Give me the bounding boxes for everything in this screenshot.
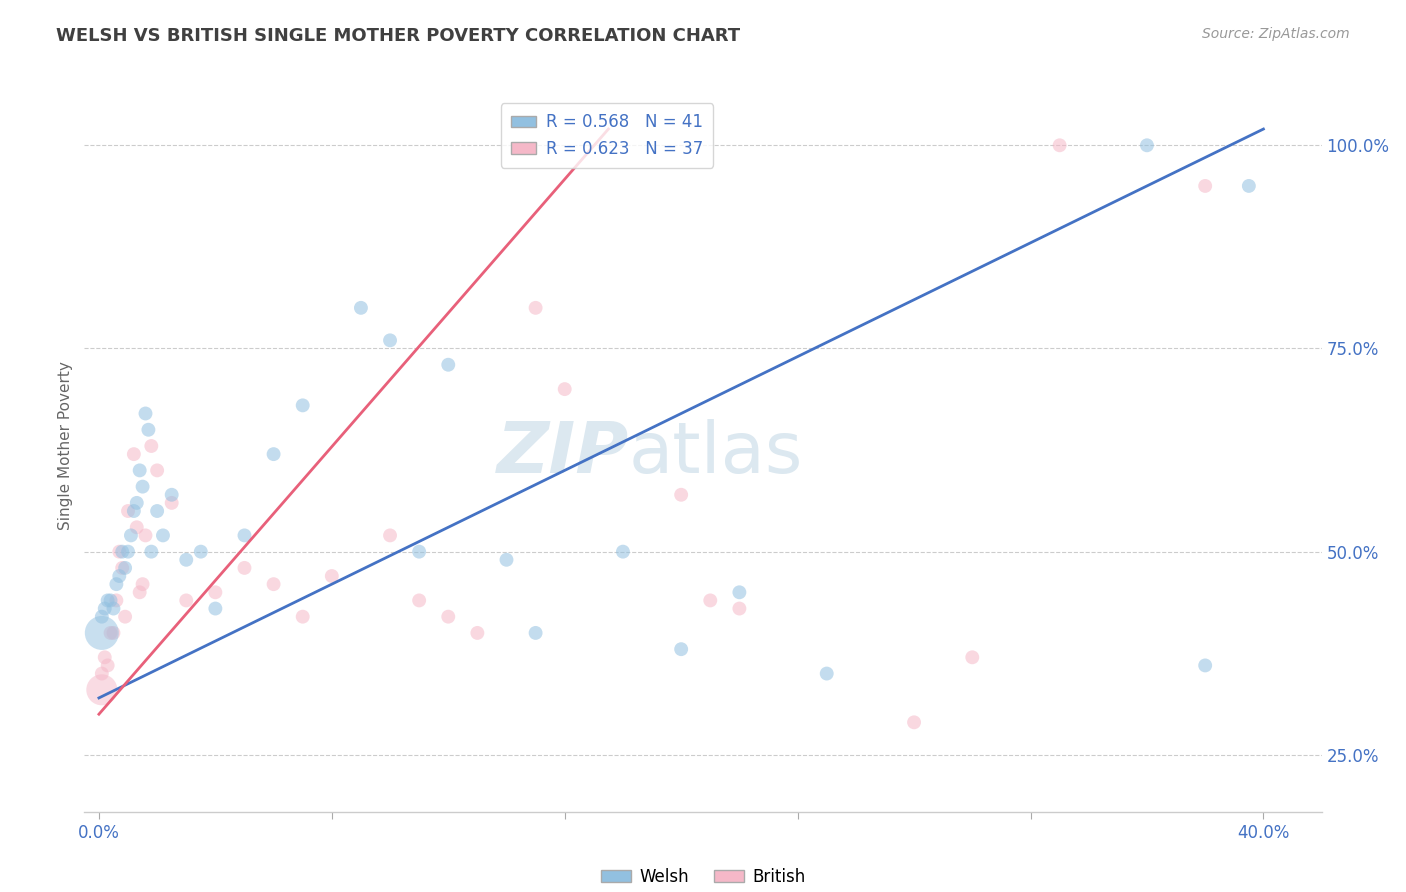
Text: Source: ZipAtlas.com: Source: ZipAtlas.com: [1202, 27, 1350, 41]
Point: [128, 463, 150, 477]
Point: [408, 593, 430, 607]
Point: [128, 585, 150, 599]
Point: [138, 423, 160, 437]
Point: [114, 561, 136, 575]
Point: [108, 544, 131, 558]
Point: [103, 626, 125, 640]
Point: [190, 544, 212, 558]
Point: [90, 609, 112, 624]
Point: [152, 528, 174, 542]
Point: [100, 626, 122, 640]
Point: [903, 715, 925, 730]
Point: [204, 601, 226, 615]
Point: [122, 447, 145, 461]
Point: [437, 358, 460, 372]
Point: [291, 609, 314, 624]
Legend: Welsh, British: Welsh, British: [595, 862, 811, 892]
Point: [97, 593, 120, 607]
Point: [204, 585, 226, 599]
Point: [131, 480, 153, 494]
Point: [134, 407, 156, 421]
Point: [669, 488, 692, 502]
Point: [125, 496, 148, 510]
Point: [117, 544, 139, 558]
Point: [350, 301, 373, 315]
Point: [174, 553, 197, 567]
Point: [612, 544, 634, 558]
Y-axis label: Single Mother Poverty: Single Mother Poverty: [58, 361, 73, 531]
Point: [1194, 658, 1216, 673]
Point: [263, 577, 285, 591]
Point: [117, 504, 139, 518]
Point: [90, 666, 112, 681]
Point: [291, 398, 314, 412]
Point: [699, 593, 721, 607]
Point: [111, 561, 134, 575]
Point: [728, 585, 751, 599]
Text: atlas: atlas: [628, 419, 803, 488]
Point: [174, 593, 197, 607]
Point: [108, 569, 131, 583]
Point: [93, 650, 115, 665]
Point: [1136, 138, 1159, 153]
Point: [97, 658, 120, 673]
Point: [233, 528, 256, 542]
Point: [321, 569, 343, 583]
Point: [105, 593, 128, 607]
Point: [105, 577, 128, 591]
Point: [408, 544, 430, 558]
Point: [554, 382, 576, 396]
Point: [378, 334, 401, 348]
Point: [437, 609, 460, 624]
Point: [146, 504, 169, 518]
Point: [524, 626, 547, 640]
Point: [495, 553, 517, 567]
Point: [93, 601, 115, 615]
Point: [141, 544, 163, 558]
Point: [962, 821, 984, 835]
Point: [263, 447, 285, 461]
Point: [125, 520, 148, 534]
Point: [146, 463, 169, 477]
Point: [1194, 178, 1216, 193]
Point: [378, 528, 401, 542]
Point: [1049, 138, 1071, 153]
Point: [815, 666, 838, 681]
Point: [669, 642, 692, 657]
Point: [100, 593, 122, 607]
Point: [114, 609, 136, 624]
Text: WELSH VS BRITISH SINGLE MOTHER POVERTY CORRELATION CHART: WELSH VS BRITISH SINGLE MOTHER POVERTY C…: [56, 27, 741, 45]
Point: [524, 301, 547, 315]
Point: [90, 682, 112, 697]
Point: [141, 439, 163, 453]
Point: [103, 601, 125, 615]
Point: [134, 528, 156, 542]
Point: [90, 626, 112, 640]
Point: [131, 577, 153, 591]
Text: ZIP: ZIP: [496, 419, 628, 488]
Legend: R = 0.568   N = 41, R = 0.623   N = 37: R = 0.568 N = 41, R = 0.623 N = 37: [501, 103, 713, 168]
Point: [160, 496, 183, 510]
Point: [120, 528, 142, 542]
Point: [962, 650, 984, 665]
Point: [467, 626, 489, 640]
Point: [1237, 178, 1260, 193]
Point: [111, 544, 134, 558]
Point: [233, 561, 256, 575]
Point: [122, 504, 145, 518]
Point: [160, 488, 183, 502]
Point: [728, 601, 751, 615]
